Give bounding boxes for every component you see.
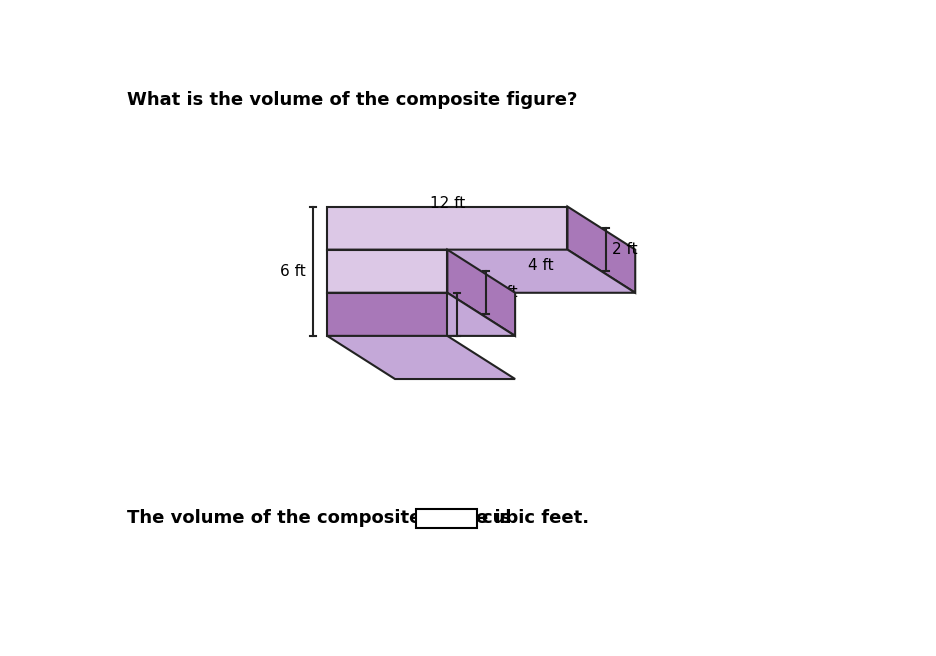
Polygon shape — [447, 250, 515, 336]
Text: cubic feet.: cubic feet. — [482, 510, 589, 527]
Text: 2 ft: 2 ft — [492, 285, 518, 300]
Polygon shape — [328, 293, 447, 336]
Polygon shape — [328, 250, 636, 293]
Text: 2 ft: 2 ft — [462, 307, 489, 322]
Text: The volume of the composite figure is: The volume of the composite figure is — [127, 510, 511, 527]
Text: What is the volume of the composite figure?: What is the volume of the composite figu… — [127, 91, 578, 109]
Text: 6 ft: 6 ft — [374, 329, 401, 344]
FancyBboxPatch shape — [416, 509, 477, 527]
Polygon shape — [328, 207, 567, 250]
Polygon shape — [328, 250, 447, 293]
Text: 4 ft: 4 ft — [529, 258, 554, 274]
Polygon shape — [328, 293, 515, 336]
Polygon shape — [328, 336, 515, 379]
Polygon shape — [567, 207, 636, 293]
Text: 12 ft: 12 ft — [430, 195, 465, 211]
Text: 2 ft: 2 ft — [612, 242, 637, 257]
Text: 4 ft: 4 ft — [408, 344, 434, 359]
Text: 6 ft: 6 ft — [280, 264, 306, 279]
